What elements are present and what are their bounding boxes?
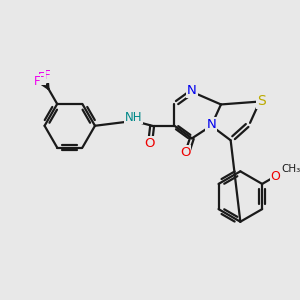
Text: NH: NH [125, 110, 142, 124]
Text: O: O [271, 170, 281, 183]
Text: O: O [180, 146, 190, 159]
Text: O: O [144, 137, 154, 150]
Text: F: F [44, 69, 51, 82]
Text: N: N [187, 84, 197, 98]
Text: F: F [38, 70, 45, 84]
Text: S: S [257, 94, 266, 108]
Text: CH₃: CH₃ [282, 164, 300, 174]
Text: N: N [206, 118, 216, 131]
Text: F: F [34, 75, 40, 88]
